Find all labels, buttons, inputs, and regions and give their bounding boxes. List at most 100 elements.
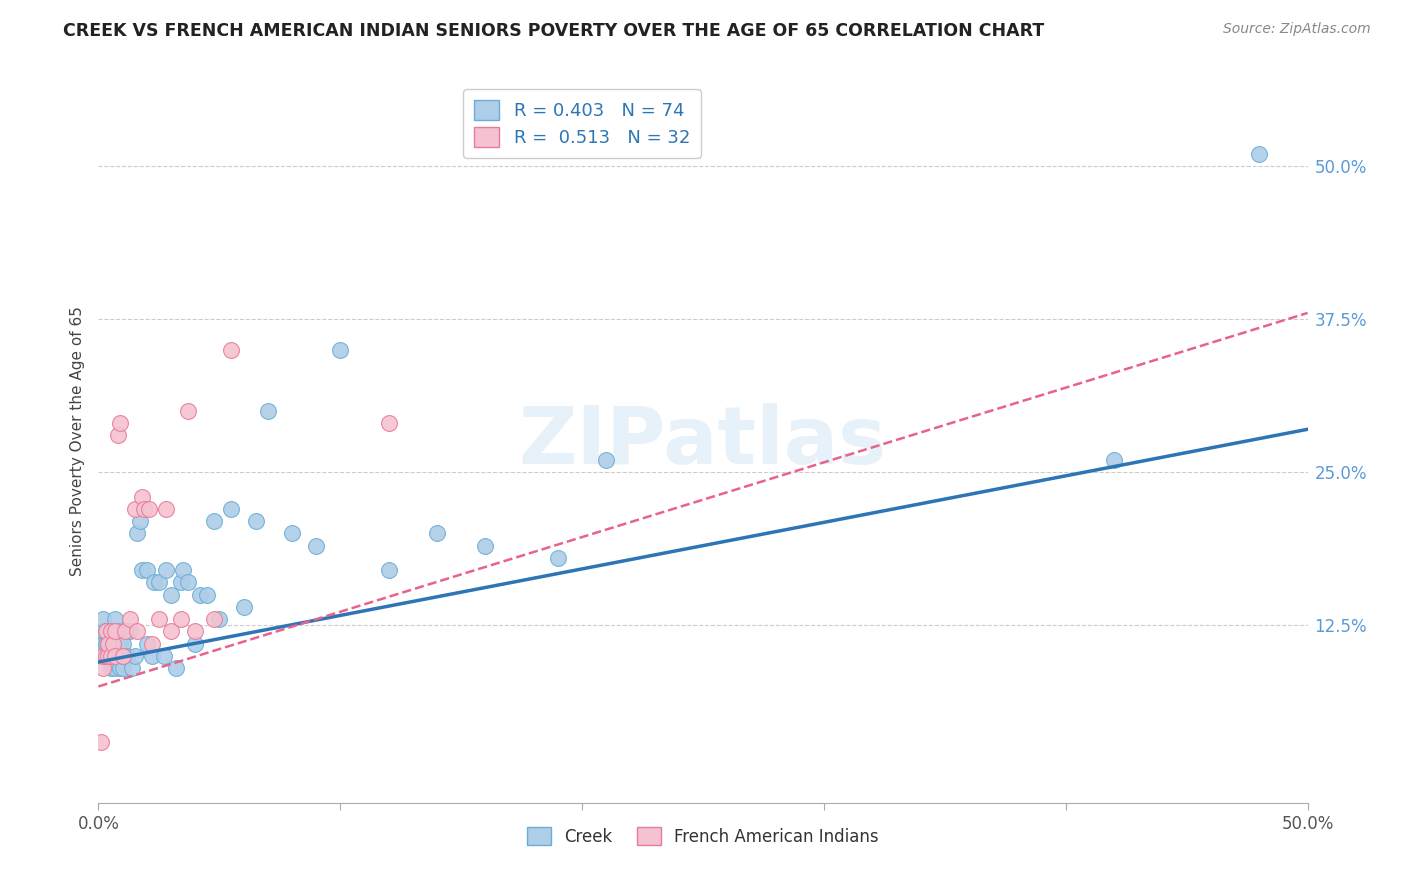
Point (101, 648, 124, 663)
Point (127, 624, 149, 639)
Point (232, 599, 254, 614)
Point (169, 612, 191, 626)
Point (117, 648, 139, 663)
Point (155, 563, 177, 577)
Y-axis label: Seniors Poverty Over the Age of 65: Seniors Poverty Over the Age of 65 (69, 307, 84, 576)
Point (91, 637, 114, 651)
Point (90, 648, 112, 663)
Point (281, 526, 304, 541)
Point (104, 637, 127, 651)
Point (184, 637, 207, 651)
Point (204, 612, 226, 626)
Point (160, 624, 183, 639)
Point (131, 563, 153, 577)
Point (111, 661, 134, 675)
Point (104, 648, 127, 663)
Point (100, 624, 122, 639)
Point (152, 648, 174, 663)
Point (101, 637, 124, 651)
Point (101, 637, 124, 651)
Point (100, 648, 122, 663)
Point (91, 612, 114, 626)
Point (100, 648, 122, 663)
Point (155, 502, 177, 516)
Point (118, 612, 141, 626)
Point (184, 624, 207, 639)
Point (121, 661, 143, 675)
Point (108, 637, 131, 651)
Point (94, 648, 117, 663)
Point (100, 661, 122, 675)
Point (426, 526, 449, 541)
Point (94, 624, 117, 639)
Point (177, 404, 200, 418)
Point (124, 502, 146, 516)
Point (94, 648, 117, 663)
Point (188, 588, 211, 602)
Point (208, 612, 231, 626)
Text: Source: ZipAtlas.com: Source: ZipAtlas.com (1223, 22, 1371, 37)
Point (97, 648, 120, 663)
Point (135, 563, 157, 577)
Point (91, 661, 114, 675)
Point (111, 637, 134, 651)
Point (104, 661, 127, 675)
Point (204, 514, 226, 528)
Point (1249, 146, 1271, 161)
Point (165, 661, 187, 675)
Point (97, 648, 120, 663)
Point (101, 648, 124, 663)
Point (245, 514, 267, 528)
Point (108, 661, 131, 675)
Point (128, 514, 150, 528)
Point (177, 575, 200, 590)
Text: ZIPatlas: ZIPatlas (519, 402, 887, 481)
Point (256, 404, 278, 418)
Point (118, 624, 141, 639)
Point (91, 648, 114, 663)
Point (94, 624, 117, 639)
Point (160, 588, 183, 602)
Point (111, 648, 134, 663)
Point (100, 624, 122, 639)
Point (172, 563, 194, 577)
Point (127, 526, 149, 541)
Point (107, 637, 129, 651)
Point (104, 612, 127, 626)
Point (101, 624, 124, 639)
Point (135, 637, 157, 651)
Point (195, 588, 218, 602)
Point (90, 648, 112, 663)
Point (104, 648, 127, 663)
Point (1102, 453, 1125, 467)
Point (91, 648, 114, 663)
Point (90, 637, 112, 651)
Point (169, 575, 191, 590)
Point (377, 563, 399, 577)
Point (97, 637, 120, 651)
Point (138, 502, 160, 516)
Point (124, 648, 146, 663)
Point (305, 539, 328, 553)
Point (595, 453, 617, 467)
Point (94, 648, 117, 663)
Point (94, 648, 117, 663)
Point (108, 416, 131, 430)
Point (114, 624, 136, 639)
Point (221, 502, 243, 516)
Point (547, 550, 569, 565)
Point (104, 624, 127, 639)
Point (148, 575, 170, 590)
Point (474, 539, 496, 553)
Point (97, 648, 120, 663)
Point (107, 624, 129, 639)
Point (148, 612, 170, 626)
Point (91, 624, 114, 639)
Point (221, 343, 243, 357)
Point (141, 637, 163, 651)
Legend: Creek, French American Indians: Creek, French American Indians (520, 821, 886, 852)
Point (107, 428, 129, 442)
Point (111, 648, 134, 663)
Point (143, 575, 166, 590)
Point (131, 490, 153, 504)
